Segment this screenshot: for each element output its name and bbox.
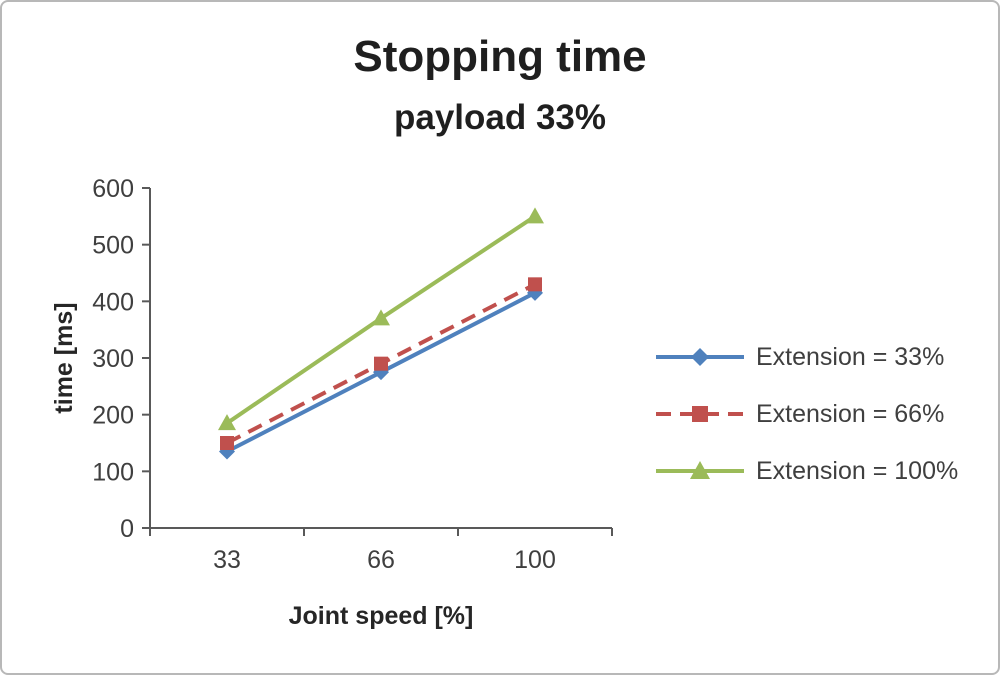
- legend-label: Extension = 33%: [756, 342, 945, 371]
- legend-item: Extension = 33%: [654, 342, 958, 371]
- y-tick-label: 100: [92, 458, 134, 486]
- x-tick-label: 100: [514, 546, 556, 574]
- x-axis-title: Joint speed [%]: [289, 602, 474, 630]
- y-tick-label: 400: [92, 288, 134, 316]
- x-tick-label: 66: [367, 546, 395, 574]
- y-tick-label: 200: [92, 402, 134, 430]
- chart-title: Stopping time: [353, 32, 647, 81]
- legend-key-triangle: [656, 461, 744, 479]
- x-tick-label: 33: [213, 546, 241, 574]
- legend-label: Extension = 100%: [756, 456, 959, 485]
- chart-subtitle: payload 33%: [393, 98, 607, 137]
- legend-key-square: [656, 406, 744, 422]
- series-marker-triangle: [218, 414, 236, 431]
- series-marker-triangle: [690, 461, 710, 479]
- legend-item: Extension = 66%: [654, 399, 958, 428]
- y-axis-title: time [ms]: [50, 302, 78, 413]
- y-tick-label: 500: [92, 232, 134, 260]
- series-marker-square: [374, 356, 388, 371]
- series-marker-diamond: [691, 348, 709, 366]
- series-extension-33-: [219, 284, 543, 460]
- series-marker-triangle: [372, 309, 390, 326]
- axes: 0 100 200 300 400 500 600 33 66 100: [92, 175, 613, 574]
- series-marker-triangle: [526, 207, 544, 224]
- series-marker-square: [220, 436, 234, 450]
- legend-key-diamond: [656, 348, 744, 366]
- series-extension-100-: [218, 207, 544, 431]
- y-tick-label: 600: [92, 175, 134, 203]
- y-tick-label: 0: [120, 515, 134, 543]
- legend: Extension = 33% Extension = 66% Extension …: [654, 342, 959, 485]
- series-extension-66-: [220, 277, 542, 450]
- series-marker-square: [692, 406, 708, 422]
- y-tick-label: 300: [92, 345, 134, 373]
- legend-label: Extension = 66%: [756, 399, 945, 428]
- legend-item: Extension = 100%: [654, 456, 959, 485]
- series-marker-square: [528, 277, 542, 292]
